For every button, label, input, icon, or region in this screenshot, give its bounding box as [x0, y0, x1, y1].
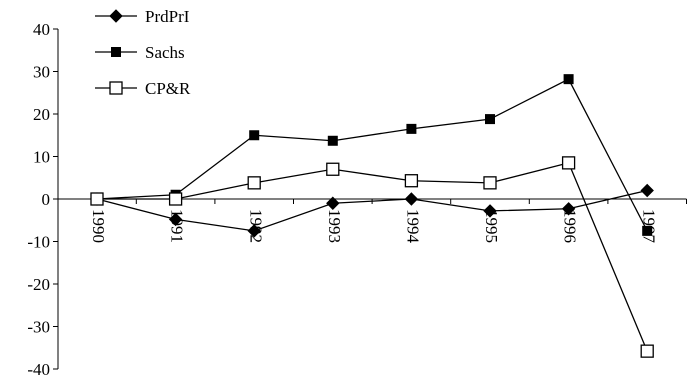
data-point-cp-r [326, 162, 340, 176]
data-point-prdpri [483, 204, 497, 218]
data-point-prdpri [404, 192, 419, 206]
data-point-sachs [327, 135, 338, 146]
data-point-sachs [406, 123, 417, 134]
data-point-prdpri [168, 212, 183, 227]
data-point-sachs [485, 114, 495, 125]
x-tick-label: 1996 [561, 209, 580, 243]
series-line-cp-r [97, 162, 648, 352]
legend-item-prdpri: PrdPrI [95, 7, 190, 26]
x-axis-ticks: 19901991199219931994199519961997 [89, 199, 687, 244]
legend-item-sachs: Sachs [95, 43, 185, 62]
data-point-cp-r [90, 192, 104, 206]
series-prdpri [90, 183, 654, 238]
x-tick-label: 1990 [89, 209, 108, 243]
y-tick-label: -10 [27, 233, 50, 252]
data-point-cp-r [247, 176, 261, 190]
data-point-cp-r [404, 174, 419, 188]
series-line-sachs [96, 78, 648, 232]
y-tick-label: -20 [27, 275, 50, 294]
y-tick-label: 20 [33, 105, 50, 124]
y-tick-label: 0 [42, 190, 51, 209]
y-tick-label: 40 [33, 20, 50, 39]
data-point-sachs [563, 74, 574, 85]
x-tick-label: 1995 [482, 209, 501, 243]
legend-label: Sachs [145, 43, 185, 62]
data-point-prdpri [247, 224, 261, 238]
y-tick-label: -30 [27, 318, 50, 337]
data-point-cp-r [168, 192, 183, 206]
data-point-cp-r [483, 176, 497, 190]
legend-marker [109, 81, 123, 95]
y-tick-label: 10 [33, 148, 50, 167]
y-tick-label: -40 [27, 360, 50, 377]
data-point-sachs [249, 130, 260, 141]
data-point-cp-r [640, 344, 654, 358]
x-tick-label: 1991 [168, 209, 187, 243]
data-point-prdpri [326, 196, 340, 210]
data-point-prdpri [640, 183, 654, 198]
data-point-sachs [642, 225, 653, 236]
chart-legend: PrdPrI Sachs CP&R [95, 7, 191, 98]
series-line-prdpri [96, 189, 648, 232]
data-point-prdpri [561, 202, 576, 216]
data-point-cp-r [561, 156, 576, 170]
x-tick-label: 1993 [325, 209, 344, 243]
legend-label: CP&R [145, 79, 191, 98]
chart-series [90, 74, 654, 358]
legend-marker [109, 9, 123, 23]
x-tick-label: 1994 [403, 209, 422, 244]
y-tick-label: 30 [33, 63, 50, 82]
legend-label: PrdPrI [145, 7, 190, 26]
series-cp-r [90, 156, 654, 358]
y-axis-ticks: 40 30 20 10 0 -10 -20 -30 -40 [27, 20, 58, 377]
legend-marker [111, 47, 121, 57]
legend-item-cp-r: CP&R [95, 79, 191, 98]
